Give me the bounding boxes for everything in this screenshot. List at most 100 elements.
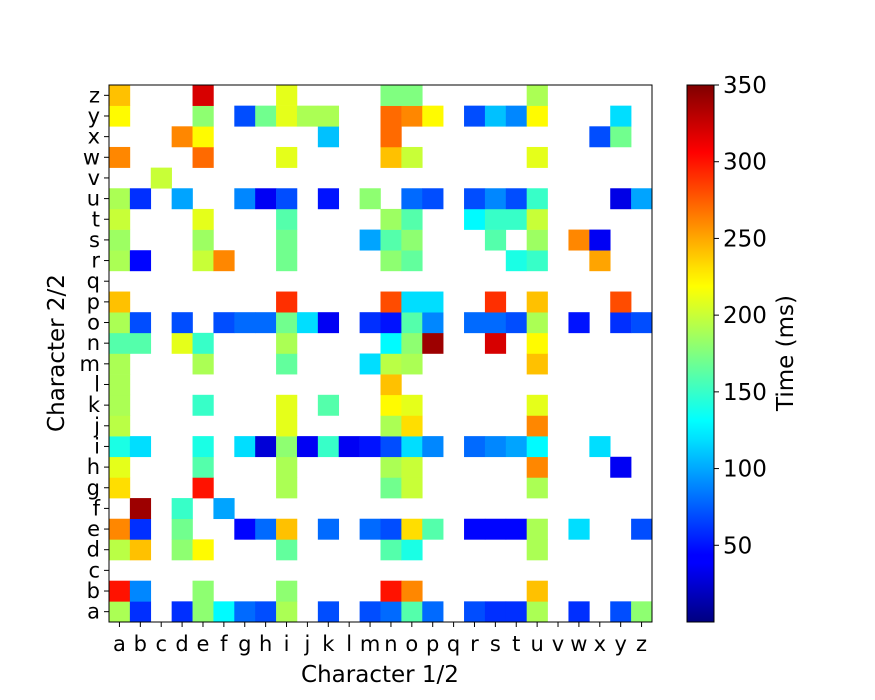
heatmap-cell-u-e (526, 518, 548, 540)
heatmap-cell-b-i (129, 436, 152, 458)
x-tick-label: c (155, 632, 167, 656)
heatmap-cell-i-i (276, 436, 298, 458)
x-tick-label: n (384, 632, 397, 656)
heatmap-cell-i-j (276, 415, 298, 437)
heatmap-cell-y-u (610, 188, 632, 210)
heatmap-cell-d-e (171, 518, 193, 540)
heatmap-cell-n-e (380, 518, 402, 540)
heatmap-cell-u-r (526, 250, 548, 272)
heatmap-cell-a-u (109, 188, 131, 210)
y-tick-label: k (88, 393, 101, 417)
heatmap-cell-e-y (192, 105, 214, 127)
heatmap-cell-y-p (610, 291, 632, 313)
heatmap-cell-n-o (380, 312, 402, 334)
heatmap-cell-u-s (526, 229, 548, 251)
heatmap-cell-p-p (422, 291, 444, 313)
y-tick-label: b (87, 579, 100, 603)
heatmap-cell-e-h (192, 456, 214, 478)
heatmap-cell-f-o (213, 312, 235, 334)
heatmap-cell-j-y (296, 105, 319, 127)
heatmap-cell-o-p (401, 291, 423, 313)
heatmap-cell-o-s (401, 229, 423, 251)
heatmap-cell-n-j (380, 415, 402, 437)
heatmap-cell-h-i (255, 436, 277, 458)
x-tick-label: g (238, 632, 251, 656)
heatmap-cell-a-d (109, 539, 131, 561)
heatmap-cell-r-o (464, 312, 486, 334)
heatmap-cell-x-i (589, 436, 611, 458)
x-tick-label: o (405, 632, 418, 656)
heatmap-cell-h-u (255, 188, 277, 210)
x-tick-label: m (360, 632, 380, 656)
y-tick-label: x (88, 125, 100, 149)
heatmap-cell-e-g (192, 477, 214, 499)
heatmap-cell-e-a (192, 601, 214, 623)
heatmap-cell-s-u (484, 188, 507, 210)
heatmap-cell-b-o (129, 312, 152, 334)
heatmap-cell-i-b (276, 580, 298, 602)
heatmap-cell-h-e (255, 518, 277, 540)
heatmap-cell-a-o (109, 312, 131, 334)
heatmap-cell-i-o (276, 312, 298, 334)
heatmap-cell-k-e (317, 518, 340, 540)
heatmap-cell-w-o (568, 312, 590, 334)
heatmap-cell-k-a (317, 601, 340, 623)
colorbar-tick-label: 100 (723, 457, 767, 483)
x-tick-label: s (490, 632, 501, 656)
heatmap-cell-m-m (359, 353, 381, 375)
heatmap-cell-k-i (317, 436, 340, 458)
y-tick-label: n (87, 331, 100, 355)
heatmap-cell-e-z (192, 85, 214, 106)
heatmap-cell-c-v (150, 167, 172, 189)
heatmap-cell-u-g (526, 477, 548, 499)
heatmap-cell-u-u (526, 188, 548, 210)
heatmap-cell-t-a (505, 601, 527, 623)
heatmap-cell-i-p (276, 291, 298, 313)
heatmap-cell-d-o (171, 312, 193, 334)
heatmap-cell-r-u (464, 188, 486, 210)
y-tick-label: p (87, 290, 100, 314)
heatmap-cell-u-m (526, 353, 548, 375)
heatmap-cell-i-h (276, 456, 298, 478)
heatmap-cell-g-i (234, 436, 256, 458)
heatmap-cell-o-e (401, 518, 423, 540)
heatmap-cell-x-x (589, 126, 611, 148)
x-tick-label: a (113, 632, 126, 656)
heatmap-cell-u-n (526, 332, 548, 354)
heatmap-cell-f-a (213, 601, 235, 623)
heatmap-cell-s-o (484, 312, 507, 334)
heatmap-cell-s-n (484, 332, 507, 354)
x-tick-label: i (284, 632, 290, 656)
heatmap-cell-n-i (380, 436, 402, 458)
x-tick-label: f (220, 632, 228, 656)
heatmap-cell-a-w (109, 146, 131, 168)
heatmap-cell-a-t (109, 208, 131, 230)
heatmap-cell-o-n (401, 332, 423, 354)
heatmap-cell-a-g (109, 477, 131, 499)
heatmap-cell-w-s (568, 229, 590, 251)
heatmap-cell-s-t (484, 208, 507, 230)
heatmap-cell-y-a (610, 601, 632, 623)
x-tick-label: u (530, 632, 543, 656)
x-tick-label: p (426, 632, 439, 656)
heatmap-cell-t-o (505, 312, 527, 334)
heatmap-cell-o-t (401, 208, 423, 230)
heatmap-cell-a-n (109, 332, 131, 354)
heatmap-cell-y-o (610, 312, 632, 334)
heatmap-cell-e-w (192, 146, 214, 168)
y-tick-label: q (87, 269, 100, 293)
heatmap-cell-u-y (526, 105, 548, 127)
x-tick-label: d (175, 632, 188, 656)
y-tick-label: f (93, 496, 101, 520)
y-tick-label: r (91, 249, 100, 273)
colorbar-ticks: 50 100 150 200 250 300 350 (714, 73, 767, 559)
heatmap-cell-d-x (171, 126, 193, 148)
heatmap-cell-o-w (401, 146, 423, 168)
heatmap-cell-h-y (255, 105, 277, 127)
heatmap-cell-r-a (464, 601, 486, 623)
heatmap-cell-u-t (526, 208, 548, 230)
heatmap-cell-e-t (192, 208, 214, 230)
heatmap-cell-b-e (129, 518, 152, 540)
